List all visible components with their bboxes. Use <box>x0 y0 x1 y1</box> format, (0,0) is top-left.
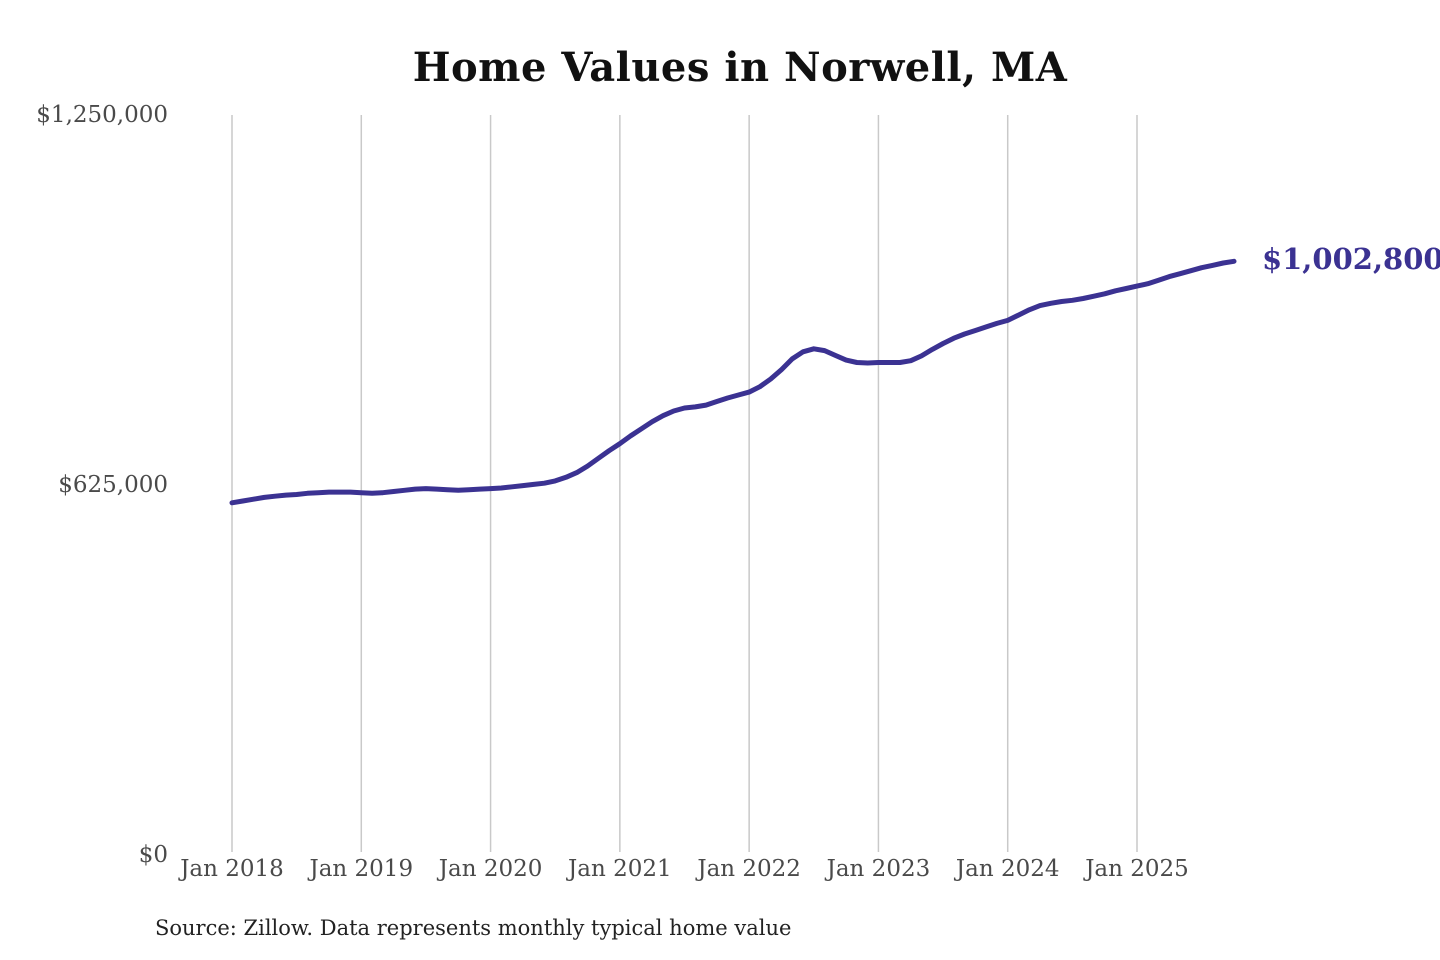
source-note: Source: Zillow. Data represents monthly … <box>155 916 792 940</box>
x-axis-tick-label: Jan 2020 <box>438 856 543 882</box>
x-axis-tick-label: Jan 2019 <box>309 856 414 882</box>
y-axis-tick-label: $625,000 <box>58 472 168 498</box>
chart-title: Home Values in Norwell, MA <box>412 44 1068 91</box>
x-axis-tick-label: Jan 2021 <box>568 856 672 882</box>
x-axis-tick-label: Jan 2018 <box>180 856 284 882</box>
y-axis-tick-label: $1,250,000 <box>36 102 168 128</box>
y-axis-tick-label: $0 <box>138 842 168 868</box>
home-value-line <box>229 258 1237 506</box>
latest-value-label: $1,002,800 <box>1261 242 1440 277</box>
x-axis-tick-label: Jan 2025 <box>1085 856 1189 882</box>
x-axis-tick-label: Jan 2023 <box>826 856 931 882</box>
x-axis-tick-label: Jan 2022 <box>697 856 801 882</box>
x-axis-tick-label: Jan 2024 <box>955 856 1060 882</box>
